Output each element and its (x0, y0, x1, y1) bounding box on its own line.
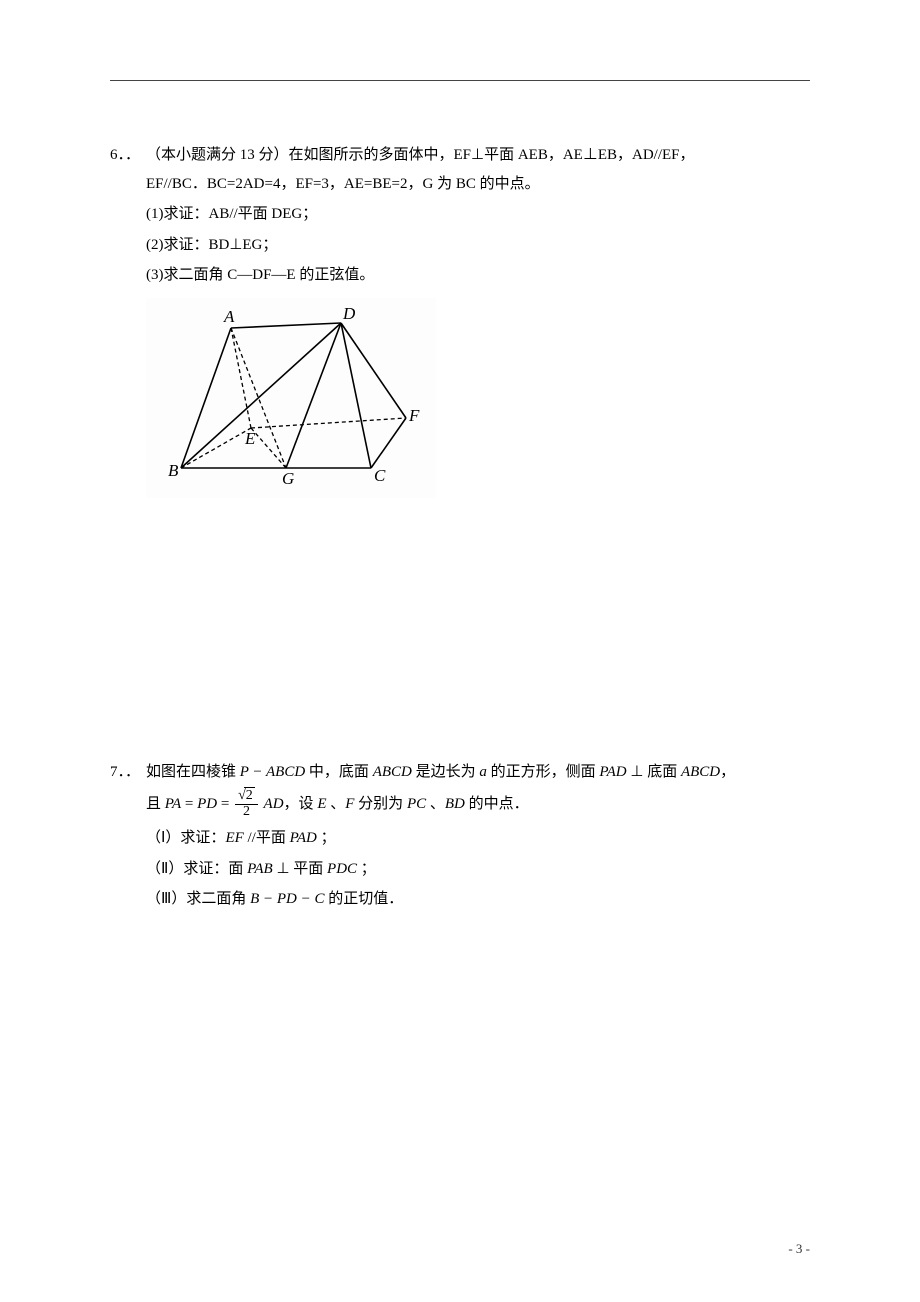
BPDC: B − PD − C (250, 891, 324, 907)
abcd2: ABCD (681, 764, 720, 780)
label-E: E (244, 429, 256, 448)
problem-7-stem: 如图在四棱锥 P − ABCD 中，底面 ABCD 是边长为 a 的正方形，侧面… (146, 758, 735, 787)
problem-7-sub1: （Ⅰ）求证：EF //平面 PAD ； (110, 824, 810, 853)
vertical-gap (110, 518, 810, 758)
eq: = (181, 796, 197, 812)
t: ， (720, 764, 735, 780)
dot: 、 (326, 796, 345, 812)
t: ； (317, 830, 336, 846)
problem-6-figure: A D F C G B E (146, 298, 810, 498)
problem-7-sub3: （Ⅲ）求二面角 B − PD − C 的正切值． (110, 885, 810, 914)
pad: PAD (599, 764, 626, 780)
pd: PD (197, 796, 217, 812)
t: 的正方形，侧面 (487, 764, 600, 780)
a: a (479, 764, 487, 780)
t: 的正切值． (325, 891, 404, 907)
problem-7-head: 7．． 如图在四棱锥 P − ABCD 中，底面 ABCD 是边长为 a 的正方… (110, 758, 810, 787)
problem-6-number: 6．． (110, 141, 146, 170)
fraction-sqrt2-over-2: √22 (235, 789, 258, 819)
label-C: C (374, 466, 386, 485)
t: 是边长为 (412, 764, 480, 780)
label-F: F (408, 406, 420, 425)
t: //平面 (244, 830, 290, 846)
label-D: D (342, 304, 356, 323)
dot2: 、 (426, 796, 445, 812)
t: 的中点． (465, 796, 529, 812)
problem-6-sub3: (3)求二面角 C—DF—E 的正弦值。 (110, 261, 810, 290)
problem-6-stem-line1: （本小题满分 13 分）在如图所示的多面体中，EF⊥平面 AEB，AE⊥EB，A… (146, 141, 695, 170)
problem-7-sub2: （Ⅱ）求证：面 PAB ⊥ 平面 PDC ； (110, 855, 810, 884)
label-G: G (282, 469, 294, 488)
ad: AD (264, 796, 284, 812)
t: ⊥ 底面 (627, 764, 681, 780)
problem-7-line2: 且 PA = PD = √22 AD，设 E 、F 分别为 PC 、BD 的中点… (110, 786, 810, 822)
label-B: B (168, 461, 179, 480)
PDC: PDC (327, 861, 357, 877)
problem-6-sub2: (2)求证：BD⊥EG； (110, 231, 810, 260)
sub3-label: （Ⅲ）求二面角 (146, 891, 250, 907)
p-abcd: P − ABCD (240, 764, 305, 780)
PAB: PAB (247, 861, 273, 877)
problem-6-head: 6．． （本小题满分 13 分）在如图所示的多面体中，EF⊥平面 AEB，AE⊥… (110, 141, 810, 170)
page-number: - 3 - (788, 1237, 810, 1262)
EF: EF (225, 830, 243, 846)
sub1-label: （Ⅰ）求证： (146, 830, 225, 846)
problem-6-sub1: (1)求证：AB//平面 DEG； (110, 200, 810, 229)
t: ，设 (284, 796, 318, 812)
abcd: ABCD (373, 764, 412, 780)
t: 中，底面 (305, 764, 373, 780)
problem-6-stem-line2: EF//BC．BC=2AD=4，EF=3，AE=BE=2，G 为 BC 的中点。 (110, 170, 810, 199)
t: 如图在四棱锥 (146, 764, 240, 780)
t: ⊥ 平面 (273, 861, 327, 877)
pa: PA (165, 796, 181, 812)
problem-7: 7．． 如图在四棱锥 P − ABCD 中，底面 ABCD 是边长为 a 的正方… (110, 758, 810, 914)
polyhedron-diagram: A D F C G B E (146, 298, 436, 498)
t: 分别为 (354, 796, 407, 812)
label-A: A (223, 307, 235, 326)
t: ； (357, 861, 376, 877)
problem-7-number: 7．． (110, 758, 146, 787)
eq2: = (217, 796, 233, 812)
sub2-label: （Ⅱ）求证：面 (146, 861, 247, 877)
problem-6: 6．． （本小题满分 13 分）在如图所示的多面体中，EF⊥平面 AEB，AE⊥… (110, 141, 810, 498)
top-rule (110, 80, 810, 81)
PC: PC (407, 796, 426, 812)
PAD: PAD (290, 830, 317, 846)
BD: BD (445, 796, 465, 812)
t: 且 (146, 796, 165, 812)
